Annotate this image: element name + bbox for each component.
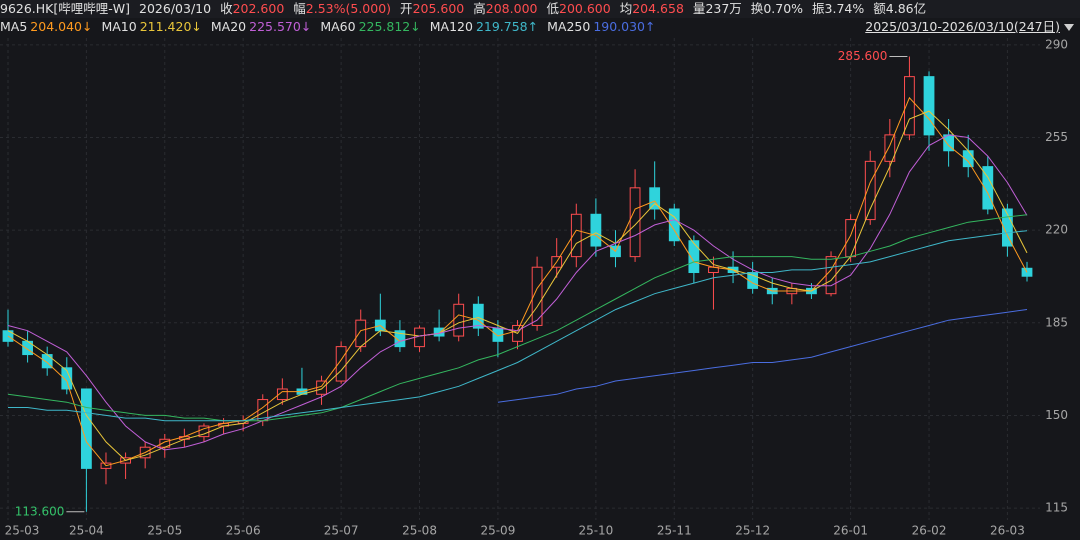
y-tick-label: 150 [1045,408,1068,422]
candle-body [531,266,543,326]
quote-label: 均 [619,1,633,16]
legend-value: 211.420↓ [139,19,202,34]
quote-value: 237万 [705,1,742,16]
legend-name: MA5 [0,19,28,34]
x-tick-label: 25-08 [402,524,437,538]
quote-value: 0.70% [763,1,804,16]
x-tick-label: 25-06 [226,524,261,538]
quote-value: 208.000 [485,1,538,16]
candle-body [688,240,700,274]
annotation-label: 285.600 [838,49,888,63]
x-tick-label: 25-11 [657,524,692,538]
legend-name: MA250 [547,19,591,34]
date: 2026/03/10 [139,1,212,16]
x-tick-label: 25-12 [735,524,770,538]
x-tick-label: 26-02 [912,524,947,538]
candle-body [649,187,661,210]
legend-name: MA60 [320,19,356,34]
candle-body [825,256,837,295]
quote-label: 开 [400,1,413,16]
x-tick-label: 25-04 [69,524,104,538]
candle-body [80,388,92,469]
quote-value: 205.600 [412,1,465,16]
candle-body [629,187,641,258]
quote-label: 高 [473,1,486,16]
quote-value: 2.53%(5.000) [305,1,392,16]
ma-line [7,110,1028,461]
range-text[interactable]: 2025/03/10-2026/03/10(247日) [865,19,1060,34]
legend-name: MA20 [210,19,247,34]
candle-body [904,76,915,136]
quote-header: 9626.HK[哔哩哔哩-W] 2026/03/10 收 202.600 幅 2.53… [0,0,1080,18]
chart: 115 150 185 220 255 290 25-03 25-04 25-05 25-06 25… [0,37,1068,538]
y-tick-label: 115 [1045,501,1068,515]
x-tick-label: 25-09 [480,524,515,538]
quote-value: 204.658 [632,1,684,16]
candle-body [590,213,602,247]
candle-body [1002,208,1013,247]
legend-name: MA120 [429,19,473,34]
candle-body [61,367,73,390]
range-selector[interactable]: 2025/03/10-2026/03/10(247日) [865,18,1074,36]
candle-body [668,208,680,242]
quote-label: 量 [692,1,706,16]
quote-label: 幅 [293,1,306,16]
legend-name: MA10 [101,19,137,34]
x-tick-label: 25-10 [578,524,613,538]
legend-value: 190.030↑ [593,19,656,34]
y-tick-label: 220 [1045,223,1068,237]
candle-body [394,330,406,348]
quote-label: 额 [873,1,886,16]
candle-body [355,319,367,348]
quote-label: 换 [750,1,764,16]
candle-body [884,134,896,162]
candle-body [982,166,994,210]
x-tick-label: 25-05 [147,524,182,538]
x-tick-label: 26-03 [990,524,1025,538]
ma-line [497,309,1028,403]
ma-line [7,214,1028,422]
candle-body [570,213,582,258]
y-tick-label: 255 [1045,130,1068,144]
candle-body [198,425,210,438]
x-tick-label: 26-01 [833,524,868,538]
legend-value: 225.570↓ [249,19,312,34]
quote-label: 收 [220,1,233,16]
quote-value: 3.74% [824,1,865,16]
ma-line [8,230,1028,422]
quote-label: 低 [546,1,559,16]
ma-legend: MA5 204.040↓ MA10 211.420↓ MA20 225.570↓ MA60 2… [0,18,1080,36]
candle-body [472,303,484,329]
x-tick-label: 25-07 [324,524,359,538]
candle-body [276,388,288,401]
x-tick-label: 25-03 [5,524,40,538]
candle-body [453,303,465,337]
y-tick-label: 290 [1045,37,1068,51]
quote-value: 200.600 [559,1,611,16]
annotation-label: 113.600 [15,504,65,518]
quote-value: 4.86亿 [885,1,927,16]
legend-value: 225.812↓ [358,19,421,34]
dropdown-icon[interactable] [1064,24,1074,31]
quote-value: 202.600 [232,1,285,16]
symbol: 9626.HK[哔哩哔哩-W] [0,1,131,16]
ma-line [7,134,1028,451]
legend-value: 204.040↓ [30,19,93,34]
ma-line [7,96,1028,467]
quote-label: 振 [812,1,825,16]
y-tick-label: 185 [1045,315,1068,329]
candle-body [923,76,935,136]
legend-value: 219.758↑ [475,19,539,34]
candle-body [864,160,876,221]
